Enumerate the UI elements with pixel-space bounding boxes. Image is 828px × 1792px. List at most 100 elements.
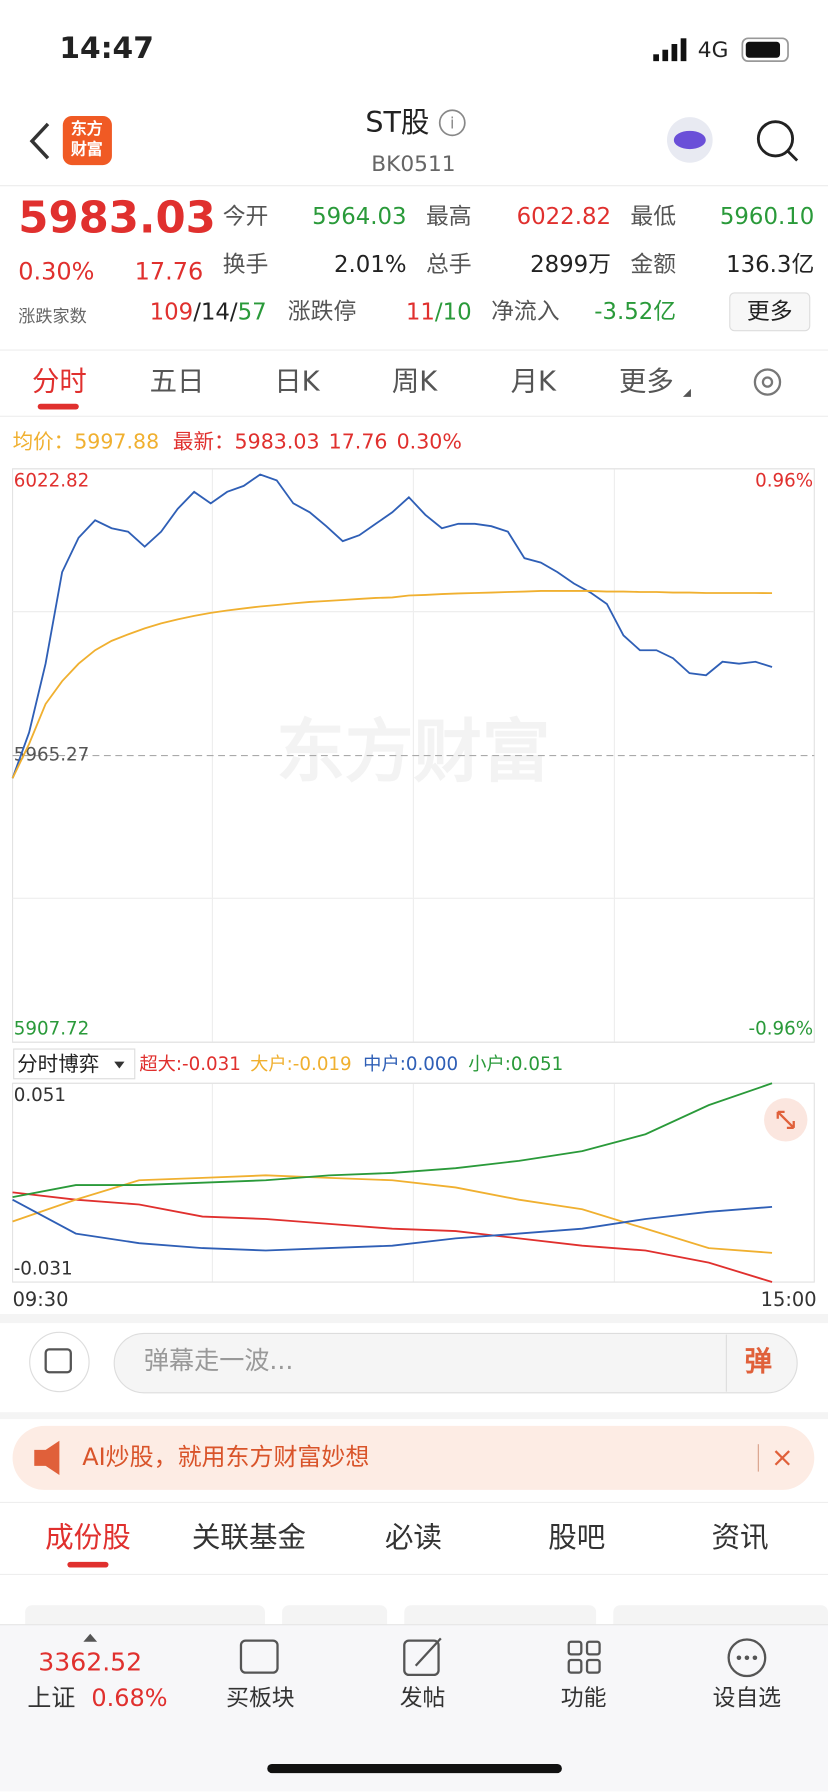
limit-counts: 11/10 — [406, 299, 472, 325]
flow-selector-label: 分时博弈 — [17, 1052, 99, 1076]
battery — [741, 37, 789, 63]
tab-indicator — [37, 403, 79, 410]
y2-tick-label: -0.96% — [749, 1019, 814, 1040]
footer — [0, 1624, 828, 1792]
series-line — [12, 1082, 773, 1199]
banner-close[interactable] — [774, 1450, 790, 1466]
last-label: 最新： — [173, 430, 235, 454]
index-name: 上证 — [27, 1684, 75, 1712]
logo-text: 东方 — [71, 119, 103, 138]
legend-entry: 超大:-0.031 — [139, 1054, 241, 1075]
field-value: 5960.10 — [720, 204, 814, 230]
search-button[interactable] — [756, 120, 795, 158]
index-pct: 0.68% — [91, 1684, 167, 1712]
net-inflow: -3.52亿 — [594, 299, 676, 325]
comment-list-button[interactable] — [29, 1331, 90, 1393]
battery-level — [745, 41, 781, 58]
footer-item[interactable]: 功能 — [561, 1685, 607, 1711]
network-label: 4G — [698, 38, 729, 63]
ai-banner[interactable] — [12, 1425, 815, 1490]
field-value: 2.01% — [334, 252, 407, 278]
more-button-label: 更多 — [747, 299, 793, 325]
y-tick-label: 0.051 — [14, 1085, 66, 1106]
stock-code: BK0511 — [371, 152, 455, 177]
info-icon-glyph: i — [450, 113, 454, 132]
danmaku-button[interactable]: 弹 — [745, 1347, 772, 1378]
more-button[interactable] — [729, 292, 811, 332]
y-tick-label: 5965.27 — [14, 745, 90, 766]
field-label: 涨跌停 — [288, 299, 356, 325]
time-end: 15:00 — [761, 1288, 817, 1311]
avg-label: 均价： — [13, 430, 75, 454]
signal-icon — [653, 38, 687, 62]
rise-count: 109 — [150, 299, 194, 325]
breadth: 109/14/57 — [150, 299, 267, 325]
legend-entry: 小户:0.051 — [468, 1054, 563, 1075]
y-tick-label: -0.031 — [14, 1258, 73, 1279]
footer-item[interactable]: 设自选 — [713, 1685, 782, 1711]
logo[interactable] — [62, 115, 112, 166]
field-label: 净流入 — [491, 299, 559, 325]
last-change: 17.76 — [329, 430, 388, 454]
series-line — [12, 1198, 773, 1252]
field-label: 今开 — [223, 204, 269, 230]
bottom-tab[interactable]: 关联基金 — [192, 1520, 306, 1554]
limit-up: 11 — [406, 299, 435, 325]
settings-button[interactable] — [753, 368, 782, 396]
bottom-tab[interactable]: 必读 — [385, 1520, 442, 1554]
status-time: 14:47 — [59, 31, 154, 66]
legend-entry: 大户:-0.019 — [250, 1054, 352, 1075]
bottom-tab-active[interactable]: 成份股 — [45, 1520, 131, 1554]
tab[interactable]: 周K — [392, 367, 438, 398]
field-label: 金额 — [630, 252, 676, 278]
field-value: 6022.82 — [517, 204, 611, 230]
last-value: 5983.03 — [235, 430, 320, 454]
tab[interactable]: 五日 — [150, 367, 205, 398]
legend-entry: 中户:0.000 — [363, 1054, 458, 1075]
bottom-tab[interactable]: 资讯 — [712, 1520, 769, 1554]
field-value: 2899万 — [530, 252, 611, 278]
limit-down: /10 — [435, 299, 472, 325]
page-title: ST股 — [365, 105, 429, 139]
series-line — [12, 1191, 773, 1283]
tab[interactable]: 日K — [274, 367, 320, 398]
last-pct: 0.30% — [397, 430, 462, 454]
tab[interactable]: 更多 — [619, 367, 674, 398]
watermark: 东方财富 — [276, 713, 550, 793]
comment-input[interactable] — [113, 1332, 798, 1394]
fall-count: 57 — [238, 299, 267, 325]
change: 17.76 — [135, 257, 204, 285]
ai-banner-text: AI炒股，就用东方财富妙想 — [82, 1443, 369, 1471]
y-tick-label: 5907.72 — [14, 1019, 90, 1040]
field-label: 换手 — [223, 252, 269, 278]
home-indicator — [267, 1763, 562, 1774]
back-button[interactable] — [29, 122, 50, 160]
bottom-tab[interactable]: 股吧 — [548, 1520, 605, 1554]
comment-placeholder: 弹幕走一波... — [144, 1346, 294, 1375]
series-line — [11, 590, 773, 779]
field-label: 总手 — [426, 252, 472, 278]
time-start: 09:30 — [13, 1288, 69, 1311]
tab[interactable]: 月K — [511, 367, 557, 398]
y2-tick-label: 0.96% — [755, 470, 813, 491]
field-value: 136.3亿 — [726, 252, 814, 278]
avg-value: 5997.88 — [74, 430, 159, 454]
tab-active[interactable]: 分时 — [32, 367, 87, 398]
change-pct: 0.30% — [18, 257, 94, 285]
field-value: 5964.03 — [312, 204, 406, 230]
flow-selector[interactable] — [13, 1048, 136, 1080]
info-icon[interactable] — [438, 109, 466, 137]
index-value[interactable]: 3362.52 — [38, 1647, 142, 1676]
footer-item[interactable]: 买板块 — [226, 1685, 295, 1711]
y-tick-label: 6022.82 — [14, 470, 90, 491]
info-bar: 均价：5997.88 最新：5983.03 17.76 0.30% — [13, 430, 462, 454]
breadth-label: 涨跌家数 — [18, 307, 87, 327]
flat-count: /14/ — [193, 299, 238, 325]
last-price: 5983.03 — [18, 194, 216, 244]
field-label: 最高 — [426, 204, 472, 230]
logo-text: 财富 — [71, 140, 103, 159]
footer-item[interactable]: 发帖 — [400, 1685, 446, 1711]
series-line — [11, 473, 773, 779]
field-label: 最低 — [630, 204, 676, 230]
